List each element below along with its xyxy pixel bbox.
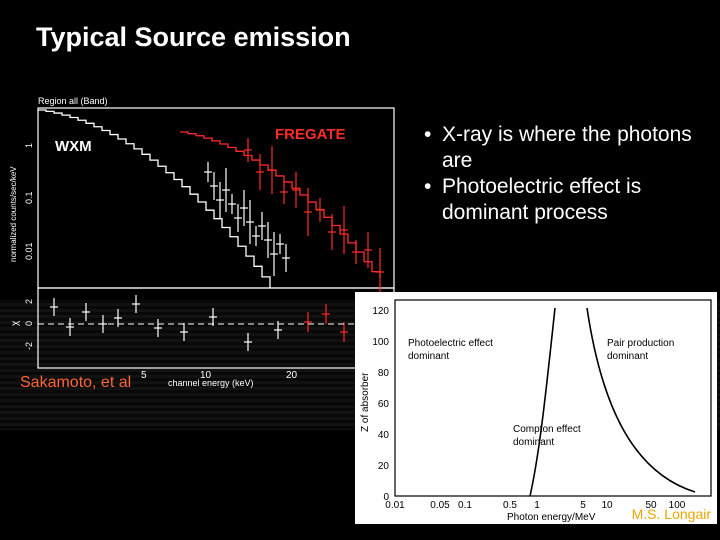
residual-tick-0: 0 [24,321,34,326]
residual-ylabel: χ [10,320,21,326]
compton-dominant: dominant [513,437,554,448]
spectrum-ytick-2: 0.1 [24,191,34,204]
bullet-text: X-ray is where the photons are [442,123,692,172]
absorber-ytick: 40 [378,430,390,441]
spectrum-xtick-5: 5 [141,370,147,381]
pair-label: Pair production [607,338,674,349]
absorber-xlabel: Photon energy/MeV [507,512,596,523]
spectrum-xtick-10: 10 [200,370,212,381]
spectrum-xtick-20: 20 [286,370,298,381]
residual-panel-frame [37,287,395,369]
absorber-ytick: 60 [378,399,390,410]
pair-dominant: dominant [607,351,648,362]
absorber-ylabel: Z of absorber [360,372,371,432]
absorber-xtick: 0.05 [430,500,450,511]
bullet-text: Photoelectric effect is dominant process [442,175,642,224]
absorber-xtick: 1 [534,500,540,511]
absorber-xtick: 0.5 [503,500,517,511]
residual-tick-2: 2 [24,299,34,304]
absorber-xtick: 50 [645,500,657,511]
bullet-list: • X-ray is where the photons are • Photoel… [420,122,715,226]
spectrum-header: Region all (Band) [38,96,108,106]
spectrum-ylabel: normalized counts/sec/keV [9,166,18,262]
citation-sakamoto: Sakamoto, et al [20,374,132,391]
spectrum-ytick-1: 1 [24,143,34,148]
bullet-item: • Photoelectric effect is dominant proces… [424,175,642,224]
absorber-ytick: 80 [378,368,390,379]
absorber-ytick: 100 [372,337,389,348]
wxm-label: WXM [55,138,92,155]
compton-label: Compton effect [513,424,581,435]
photoelectric-label: Photoelectric effect [408,338,493,349]
absorber-ytick: 20 [378,461,390,472]
slide-title: Typical Source emission [36,22,351,52]
absorber-xtick: 100 [669,500,686,511]
wxm-model-line [38,109,271,288]
spectrum-xlabel: channel energy (keV) [168,378,254,388]
absorber-ytick: 0 [383,492,389,503]
fregate-model-line [180,131,381,278]
spectrum-ytick-3: 0.01 [24,242,34,260]
absorber-xtick: 0.1 [458,500,472,511]
absorber-figure: Z of absorber 0 20 40 60 80 100 120 0.01 0.05 0.… [355,292,717,524]
fregate-label: FREGATE [275,126,346,143]
absorber-plot-frame [394,299,712,497]
bullet-item: • X-ray is where the photons are [424,123,692,172]
residual-tick-m2: -2 [24,342,34,350]
compton-pair-boundary [586,307,696,493]
absorber-xtick: 5 [580,500,586,511]
photoelectric-compton-boundary [529,307,556,497]
citation-longair: M.S. Longair [631,506,711,522]
absorber-xtick: 0.01 [385,500,405,511]
absorber-xtick: 10 [601,500,613,511]
photoelectric-dominant: dominant [408,351,449,362]
absorber-ytick: 120 [372,306,389,317]
